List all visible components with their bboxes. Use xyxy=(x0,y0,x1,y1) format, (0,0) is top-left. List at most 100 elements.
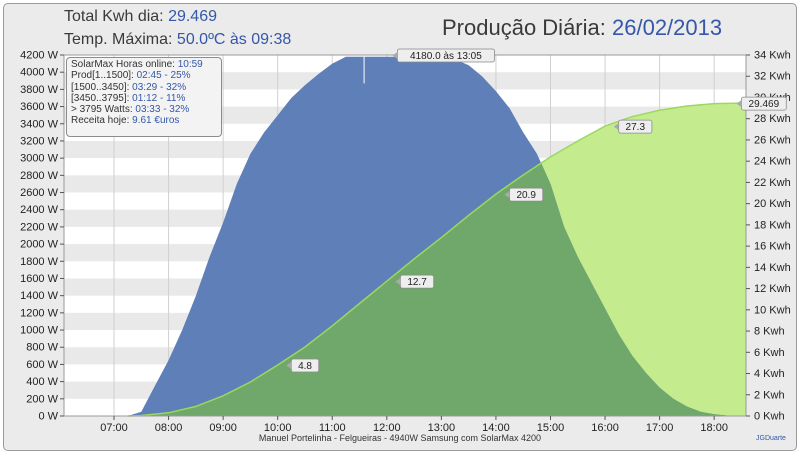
x-tick-label: 12:00 xyxy=(373,422,401,434)
info-value: 02:45 - 25% xyxy=(136,70,191,82)
info-key: Prod[1..1500]: xyxy=(71,70,137,82)
y-axis-left: 0 W 200 W 400 W 600 W 800 W 1000 W 1200 W 1400 … xyxy=(20,50,64,423)
annotation-pointer xyxy=(504,191,510,199)
title-date: 26/02/2013 xyxy=(612,15,723,40)
y-left-tick-label: 3400 W xyxy=(20,118,59,130)
y-left-tick-label: 2800 W xyxy=(20,170,59,182)
annotation-label: 29.469 xyxy=(736,96,787,111)
y-left-tick-label: 2200 W xyxy=(20,221,59,233)
y-right-tick-label: 28 Kwh xyxy=(754,113,791,125)
y-left-tick-label: 800 W xyxy=(26,342,58,354)
annotation-text: 27.3 xyxy=(626,122,646,133)
y-right-tick-label: 26 Kwh xyxy=(754,134,791,146)
total-kwh-label: Total Kwh dia: xyxy=(64,8,164,25)
info-key: [1500..3450]: xyxy=(71,81,133,93)
annotation-text: 12.7 xyxy=(407,277,427,288)
x-tick-label: 09:00 xyxy=(209,422,237,434)
info-key: Receita hoje: xyxy=(71,115,133,127)
annotation-text: 20.9 xyxy=(516,190,536,201)
annotation-label: 4180.0 às 13:05 xyxy=(392,48,495,63)
x-tick-label: 16:00 xyxy=(591,422,619,434)
y-left-tick-label: 3200 W xyxy=(20,135,59,147)
title-label: Produção Diária: xyxy=(442,15,606,40)
y-left-tick-label: 2400 W xyxy=(20,204,59,216)
y-left-tick-label: 2600 W xyxy=(20,187,59,199)
y-right-tick-label: 2 Kwh xyxy=(754,389,785,401)
y-right-tick-label: 6 Kwh xyxy=(754,347,785,359)
info-value: 10:59 xyxy=(177,59,203,70)
x-axis: 07:00 08:00 09:00 10:00 11:00 12:00 13:00 14:00… xyxy=(100,416,728,434)
x-tick-label: 11:00 xyxy=(319,422,346,434)
x-tick-label: 13:00 xyxy=(428,422,456,434)
annotation-text: 29.469 xyxy=(749,99,780,110)
x-tick-label: 07:00 xyxy=(100,422,128,434)
max-temp-value: 50.0ºC às 09:38 xyxy=(176,31,292,48)
total-kwh-line: Total Kwh dia: 29.469 xyxy=(64,8,217,26)
y-left-tick-label: 1400 W xyxy=(20,290,59,302)
info-value: 9.61 €uros xyxy=(132,115,180,127)
x-tick-label: 08:00 xyxy=(155,422,183,434)
y-left-tick-label: 0 W xyxy=(38,411,58,423)
annotation-label: 20.9 xyxy=(504,187,544,202)
info-value: 03:33 - 32% xyxy=(135,104,190,116)
info-key: > 3795 Watts: xyxy=(71,104,136,116)
info-row: [3450..3795]: 01:12 - 11% xyxy=(71,93,217,104)
y-left-tick-label: 1200 W xyxy=(20,307,59,319)
annotation-label: 12.7 xyxy=(395,274,435,289)
x-tick-label: 17:00 xyxy=(646,422,674,434)
y-left-tick-label: 1600 W xyxy=(20,273,59,285)
y-left-tick-label: 1000 W xyxy=(20,325,59,337)
x-tick-label: 10:00 xyxy=(264,422,292,434)
info-box: SolarMax Horas online: 10:59 Prod[1..1500… xyxy=(66,57,222,137)
y-right-tick-label: 34 Kwh xyxy=(754,50,791,62)
info-key: [3450..3795]: xyxy=(71,92,133,104)
info-key: SolarMax Horas online: xyxy=(71,59,178,70)
info-value: 03:29 - 32% xyxy=(132,81,187,93)
annotation-pointer xyxy=(613,123,619,131)
y-right-tick-label: 0 Kwh xyxy=(754,411,785,423)
y-right-tick-label: 10 Kwh xyxy=(754,304,791,316)
y-right-tick-label: 12 Kwh xyxy=(754,283,791,295)
max-temp-label: Temp. Máxima: xyxy=(64,31,173,48)
footer-text: Manuel Portelinha - Felgueiras - 4940W S… xyxy=(258,433,542,443)
chart-title: Produção Diária: 26/02/2013 xyxy=(442,15,722,41)
y-left-tick-label: 1800 W xyxy=(20,256,59,268)
y-left-tick-label: 600 W xyxy=(26,359,58,371)
annotations: 4180.0 às 13:05 4.8 12.7 20.9 27.3 29.469 xyxy=(286,48,787,373)
x-tick-label: 14:00 xyxy=(482,422,510,434)
max-temp-line: Temp. Máxima: 50.0ºC às 09:38 xyxy=(64,31,291,49)
energy-line xyxy=(127,102,746,417)
info-row: Receita hoje: 9.61 €uros xyxy=(71,115,217,126)
info-value: 01:12 - 11% xyxy=(132,92,186,104)
annotation-pointer xyxy=(395,278,401,286)
y-right-tick-label: 20 Kwh xyxy=(754,198,791,210)
y-right-tick-label: 22 Kwh xyxy=(754,177,791,189)
y-left-tick-label: 3800 W xyxy=(20,84,59,96)
y-left-tick-label: 400 W xyxy=(26,376,58,388)
info-row: > 3795 Watts: 03:33 - 32% xyxy=(71,104,217,115)
annotation-text: 4180.0 às 13:05 xyxy=(410,51,482,62)
y-left-tick-label: 3000 W xyxy=(20,153,59,165)
x-tick-label: 18:00 xyxy=(700,422,728,434)
y-axis-right: 0 Kwh 2 Kwh 4 Kwh 6 Kwh 8 Kwh 10 Kwh 12 Kwh 14 … xyxy=(746,50,791,423)
x-tick-label: 15:00 xyxy=(537,422,565,434)
y-right-tick-label: 16 Kwh xyxy=(754,241,791,253)
y-left-tick-label: 4000 W xyxy=(20,67,59,79)
y-left-tick-label: 4200 W xyxy=(20,50,59,62)
annotation-pointer xyxy=(392,52,398,59)
y-right-tick-label: 8 Kwh xyxy=(754,326,785,338)
y-left-tick-label: 2000 W xyxy=(20,239,59,251)
y-right-tick-label: 18 Kwh xyxy=(754,219,791,231)
y-left-tick-label: 3600 W xyxy=(20,101,59,113)
y-right-tick-label: 14 Kwh xyxy=(754,262,791,274)
credit-text: JGDuarte xyxy=(756,435,786,442)
info-row: SolarMax Horas online: 10:59 xyxy=(71,59,217,70)
info-row: [1500..3450]: 03:29 - 32% xyxy=(71,82,217,93)
annotation-label: 27.3 xyxy=(613,119,653,134)
info-row: Prod[1..1500]: 02:45 - 25% xyxy=(71,70,217,81)
y-right-tick-label: 4 Kwh xyxy=(754,368,785,380)
annotation-pointer xyxy=(736,100,742,108)
annotation-label: 4.8 xyxy=(286,358,320,373)
y-right-tick-label: 32 Kwh xyxy=(754,71,791,83)
